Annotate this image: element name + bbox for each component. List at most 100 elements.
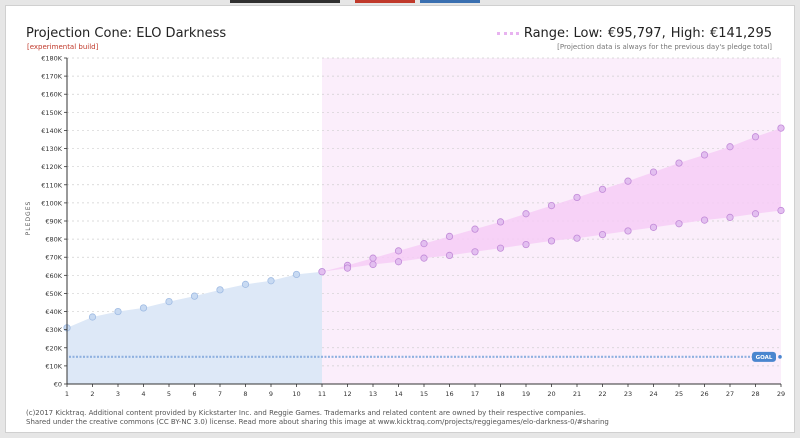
chart-title: Projection Cone: ELO Darkness (26, 26, 227, 41)
x-tick-label: 10 (292, 390, 300, 398)
y-tick-label: €40K (45, 308, 62, 316)
projection-low-point (726, 213, 734, 221)
top-strip-segment-red (355, 0, 415, 3)
top-strip-segment-left (230, 0, 340, 3)
actual-point (114, 307, 122, 316)
projection-low-point (394, 258, 403, 266)
y-tick-label: €150K (41, 109, 63, 117)
goal-end-dot (778, 355, 782, 359)
x-tick-label: 29 (777, 390, 785, 398)
x-tick-label: 5 (167, 390, 171, 398)
range-high-label: High: (670, 26, 705, 41)
x-tick-label: 17 (471, 390, 479, 398)
projection-high-point (726, 143, 734, 151)
projection-high-point (496, 218, 505, 226)
projection-high-point (369, 254, 377, 262)
x-tick-label: 15 (420, 390, 428, 398)
projection-high-point (471, 225, 479, 233)
range-prefix: Range: Low: (523, 26, 603, 41)
y-tick-label: €20K (45, 344, 62, 352)
x-tick-label: 22 (598, 390, 606, 398)
y-tick-label: €170K (41, 73, 63, 81)
y-tick-label: €30K (45, 326, 62, 334)
x-tick-label: 3 (116, 390, 120, 398)
x-tick-label: 2 (90, 390, 94, 398)
x-tick-label: 21 (573, 390, 581, 398)
y-tick-label: €10K (45, 362, 62, 370)
x-tick-label: 16 (445, 390, 453, 398)
actual-point (292, 270, 301, 279)
actual-point (190, 292, 199, 300)
x-tick-label: 9 (269, 390, 273, 398)
x-tick-label: 23 (624, 390, 632, 398)
top-color-strip (0, 0, 800, 3)
projection-low-point (445, 251, 454, 260)
projection-high-point (420, 240, 428, 248)
footer-line-1: (c)2017 Kicktraq. Additional content pro… (26, 409, 586, 417)
top-strip-segment-right (420, 0, 480, 3)
projection-high-point (598, 185, 607, 193)
x-tick-label: 24 (649, 390, 657, 398)
projection-low-point (343, 264, 352, 272)
actual-point (216, 286, 224, 294)
actual-point (165, 297, 173, 306)
x-tick-label: 4 (141, 390, 145, 398)
actual-point (267, 277, 275, 285)
y-tick-label: €110K (41, 181, 63, 189)
y-tick-label: €100K (41, 199, 63, 207)
y-tick-label: €0 (54, 381, 62, 389)
projection-low-point (496, 244, 505, 252)
y-tick-label: €160K (41, 91, 63, 99)
projection-low-point (700, 216, 709, 224)
range-legend: Range: Low: €95,797, High: €141,295 (496, 26, 772, 41)
x-tick-label: 8 (243, 390, 247, 398)
x-tick-label: 20 (547, 390, 555, 398)
projection-high-point (547, 202, 556, 210)
projection-high-point (624, 177, 632, 185)
projection-high-point (700, 151, 709, 159)
projection-low-point (471, 248, 479, 256)
range-swatch-icon (496, 32, 519, 35)
projection-low-point (598, 230, 607, 239)
x-tick-label: 25 (675, 390, 683, 398)
actual-pledges-area (67, 271, 322, 384)
projection-high-point (445, 232, 454, 240)
projection-high-point (394, 247, 403, 255)
footer-credits: (c)2017 Kicktraq. Additional content pro… (26, 409, 609, 427)
footer-line-2: Shared under the creative commons (CC BY… (26, 418, 609, 426)
x-tick-label: 26 (700, 390, 708, 398)
projection-high-point (751, 133, 760, 141)
projection-low-point (675, 220, 683, 228)
y-tick-label: €60K (45, 272, 62, 280)
actual-point (241, 280, 250, 288)
y-axis-label: PLEDGES (25, 201, 32, 236)
projection-low-point (369, 260, 377, 269)
y-tick-label: €180K (41, 55, 63, 63)
range-high-value: €141,295 (709, 26, 772, 41)
y-tick-label: €140K (41, 127, 63, 135)
chart-frame: Projection Cone: ELO Darkness [experimen… (5, 5, 795, 433)
goal-badge (752, 351, 776, 362)
x-tick-label: 12 (343, 390, 351, 398)
y-tick-label: €50K (45, 290, 62, 298)
projection-low-point (624, 227, 632, 235)
goal-badge-label: GOAL (756, 355, 773, 361)
x-tick-label: 11 (318, 390, 326, 398)
y-tick-label: €120K (41, 163, 63, 171)
projection-chart: GOAL €0 €10K €20K €30K €40K €50K €60K €70K €80K €… (25, 55, 785, 399)
projection-low-point (751, 210, 760, 218)
projection-low-point (649, 223, 658, 231)
actual-point (139, 304, 148, 312)
x-tick-label: 7 (218, 390, 222, 398)
projection-high-point (675, 159, 683, 167)
x-tick-label: 13 (369, 390, 377, 398)
range-low-value: €95,797, (607, 26, 666, 41)
projection-cone-area (322, 128, 781, 272)
x-tick-label: 6 (192, 390, 196, 398)
projection-low-point (777, 206, 785, 215)
x-tick-label: 28 (751, 390, 759, 398)
projection-low-point (547, 237, 556, 245)
x-tick-label: 1 (65, 390, 69, 398)
x-tick-label: 14 (394, 390, 402, 398)
junction-point (318, 268, 326, 276)
